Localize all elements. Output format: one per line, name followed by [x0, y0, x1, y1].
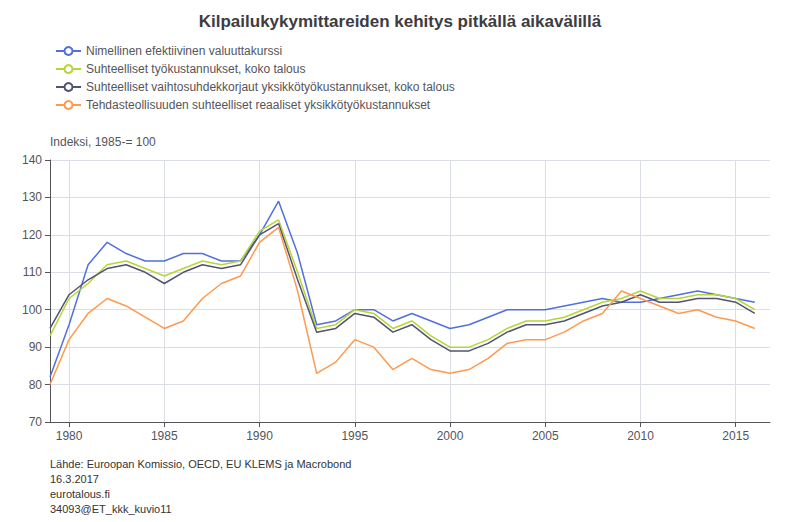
svg-text:Nimellinen efektiivinen valuut: Nimellinen efektiivinen valuuttakurssi: [86, 44, 282, 58]
svg-text:Suhteelliset työkustannukset,: Suhteelliset työkustannukset, koko talou…: [86, 62, 305, 76]
svg-text:1980: 1980: [56, 429, 83, 443]
svg-text:2005: 2005: [532, 429, 559, 443]
svg-text:1985: 1985: [151, 429, 178, 443]
svg-text:120: 120: [22, 228, 42, 242]
svg-text:1995: 1995: [341, 429, 368, 443]
svg-text:2000: 2000: [437, 429, 464, 443]
svg-text:Suhteelliset vaihtosuhdekkorja: Suhteelliset vaihtosuhdekkorjaut yksikkö…: [86, 80, 455, 94]
svg-text:Lähde: Euroopan Komissio, OECD: Lähde: Euroopan Komissio, OECD, EU KLEMS…: [50, 458, 351, 470]
svg-text:90: 90: [29, 340, 43, 354]
svg-text:Indeksi, 1985-= 100: Indeksi, 1985-= 100: [50, 135, 156, 149]
svg-text:70: 70: [29, 415, 43, 429]
svg-text:16.3.2017: 16.3.2017: [50, 473, 99, 485]
svg-text:2015: 2015: [722, 429, 749, 443]
svg-text:Tehdasteollisuuden suhteellise: Tehdasteollisuuden suhteelliset reaalise…: [86, 98, 431, 112]
svg-text:1990: 1990: [246, 429, 273, 443]
svg-text:80: 80: [29, 378, 43, 392]
svg-text:130: 130: [22, 190, 42, 204]
svg-text:100: 100: [22, 303, 42, 317]
svg-text:Kilpailukykymittareiden kehity: Kilpailukykymittareiden kehitys pitkällä…: [199, 12, 602, 31]
svg-text:2010: 2010: [627, 429, 654, 443]
svg-text:140: 140: [22, 153, 42, 167]
svg-text:34093@ET_kkk_kuvio11: 34093@ET_kkk_kuvio11: [50, 503, 172, 515]
svg-text:eurotalous.fi: eurotalous.fi: [50, 488, 110, 500]
svg-text:110: 110: [23, 265, 42, 279]
